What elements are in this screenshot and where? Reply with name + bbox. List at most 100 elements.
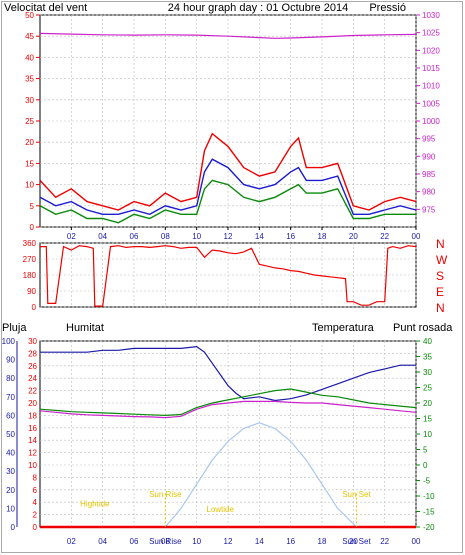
direction-tick-label: 360 [23,239,37,248]
series-solar-line [164,422,357,528]
rht-x-tick-label: 04 [98,537,107,546]
temperature-tick-label: -5 [423,477,431,486]
rain-tick-label: 22 [28,387,37,396]
rht-x-tick-label: 06 [130,537,139,546]
wind-x-tick-label: 04 [98,232,107,241]
temperature-tick-label: 35 [423,353,432,362]
wind-speed-title: Velocitat del vent [4,2,87,14]
wind-direction-panel: 0 N 90 E 180 S 270 W 360 N [23,237,448,315]
pressure-right-tick-label: 1025 [422,29,440,38]
pressure-right-tick-label: 995 [422,135,436,144]
rht-x-tick-label: 00 [412,537,421,546]
pressure-right-tick-label: 990 [422,152,436,161]
dewpoint-heading: Punt rosada [393,322,453,334]
wind-x-tick-label: 20 [349,232,358,241]
wind-x-tick-label: 10 [192,232,201,241]
temperature-heading: Temperatura [312,322,375,334]
rain-tick-label: 0 [33,523,38,532]
rain-tick-label: 18 [28,411,37,420]
rain-tick-label: 26 [28,362,37,371]
pressure-right-tick-label: 1000 [422,117,440,126]
wind-left-tick-label: 10 [25,181,34,190]
rain-tick-label: 10 [28,461,37,470]
wind-x-tick-label: 06 [130,232,139,241]
series-gust-line [39,132,417,211]
annotation-lowtide: Lowtide [206,505,234,514]
wind-x-tick-label: 22 [380,232,389,241]
direction-tick-label: 90 [27,287,36,296]
pressure-right-tick-label: 980 [422,188,436,197]
rain-tick-label: 2 [33,511,38,520]
rain-tick-label: 6 [33,486,38,495]
compass-label: N [436,301,445,315]
wind-left-tick-label: 40 [25,53,34,62]
compass-label: N [436,237,445,251]
compass-label: E [436,285,444,299]
rht-x-tick-label: 18 [318,537,327,546]
wind-x-tick-label: 18 [318,232,327,241]
temperature-tick-label: 30 [423,368,432,377]
rain-tick-label: 14 [28,436,37,445]
wind-left-tick-label: 0 [30,223,35,232]
wind-left-tick-label: 5 [30,202,35,211]
temperature-tick-label: 15 [423,415,432,424]
wind-pressure-panel: 0510152025303540455097598098599099510001… [25,11,440,241]
rain-tick-label: 30 [28,337,37,346]
humidity-tick-label: 50 [6,430,15,439]
wind-left-tick-label: 30 [25,96,34,105]
pressure-right-tick-label: 985 [422,170,436,179]
temperature-tick-label: 40 [423,337,432,346]
temperature-tick-label: 20 [423,399,432,408]
wind-left-tick-label: 45 [25,32,34,41]
wind-x-tick-label: 16 [286,232,295,241]
series-temperatura-line [39,388,417,417]
series-pressure-line [39,32,417,39]
humidity-heading: Humitat [66,322,104,334]
rht-x-tick-label: 02 [67,537,76,546]
temperature-tick-label: -15 [423,508,435,517]
pressure-right-tick-label: 1005 [422,99,440,108]
humidity-tick-label: 40 [6,449,15,458]
rain-heading: Pluja [2,322,27,334]
humidity-tick-label: 10 [6,504,15,513]
rht-x-tick-label: 10 [192,537,201,546]
rain-tick-label: 16 [28,424,37,433]
pressure-right-tick-label: 1015 [422,64,440,73]
rain-humidity-temperature-panel: 0246810121416182022242628300102030405060… [2,337,435,546]
rain-tick-label: 20 [28,399,37,408]
rht-x-tick-label: 08 [161,537,170,546]
wind-left-tick-label: 50 [25,11,34,20]
temperature-tick-label: 5 [423,446,428,455]
rain-tick-label: 8 [33,473,38,482]
temperature-tick-label: 10 [423,430,432,439]
compass-label: W [436,253,448,267]
humidity-tick-label: 20 [6,486,15,495]
annotation-sun-set: Sun Set [342,490,371,499]
pressure-right-tick-label: 1030 [422,11,440,20]
series-humitat-line [40,345,416,402]
rain-tick-label: 28 [28,349,37,358]
wind-left-tick-label: 20 [25,138,34,147]
rain-tick-label: 4 [33,498,38,507]
humidity-tick-label: 0 [11,523,16,532]
temperature-tick-label: -20 [423,523,435,532]
rht-x-tick-label: 14 [255,537,264,546]
rht-x-tick-label: 20 [349,537,358,546]
wind-x-tick-label: 02 [67,232,76,241]
direction-tick-label: 180 [23,271,37,280]
humidity-tick-label: 70 [6,393,15,402]
wind-left-tick-label: 25 [25,117,34,126]
rain-tick-label: 12 [28,449,37,458]
temperature-tick-label: -10 [423,492,435,501]
annotation-sun-rise: Sun Rise [149,490,182,499]
series-punt-rosada-line [39,400,417,419]
humidity-tick-label: 100 [2,337,16,346]
annotation-sun-rise-bottom: Sun Rise [149,537,182,546]
temperature-tick-label: 0 [423,461,428,470]
series-average-line [39,158,417,216]
pressure-right-tick-label: 975 [422,205,436,214]
pressure-right-tick-label: 1010 [422,82,440,91]
direction-tick-label: 270 [23,255,37,264]
humidity-tick-label: 90 [6,356,15,365]
